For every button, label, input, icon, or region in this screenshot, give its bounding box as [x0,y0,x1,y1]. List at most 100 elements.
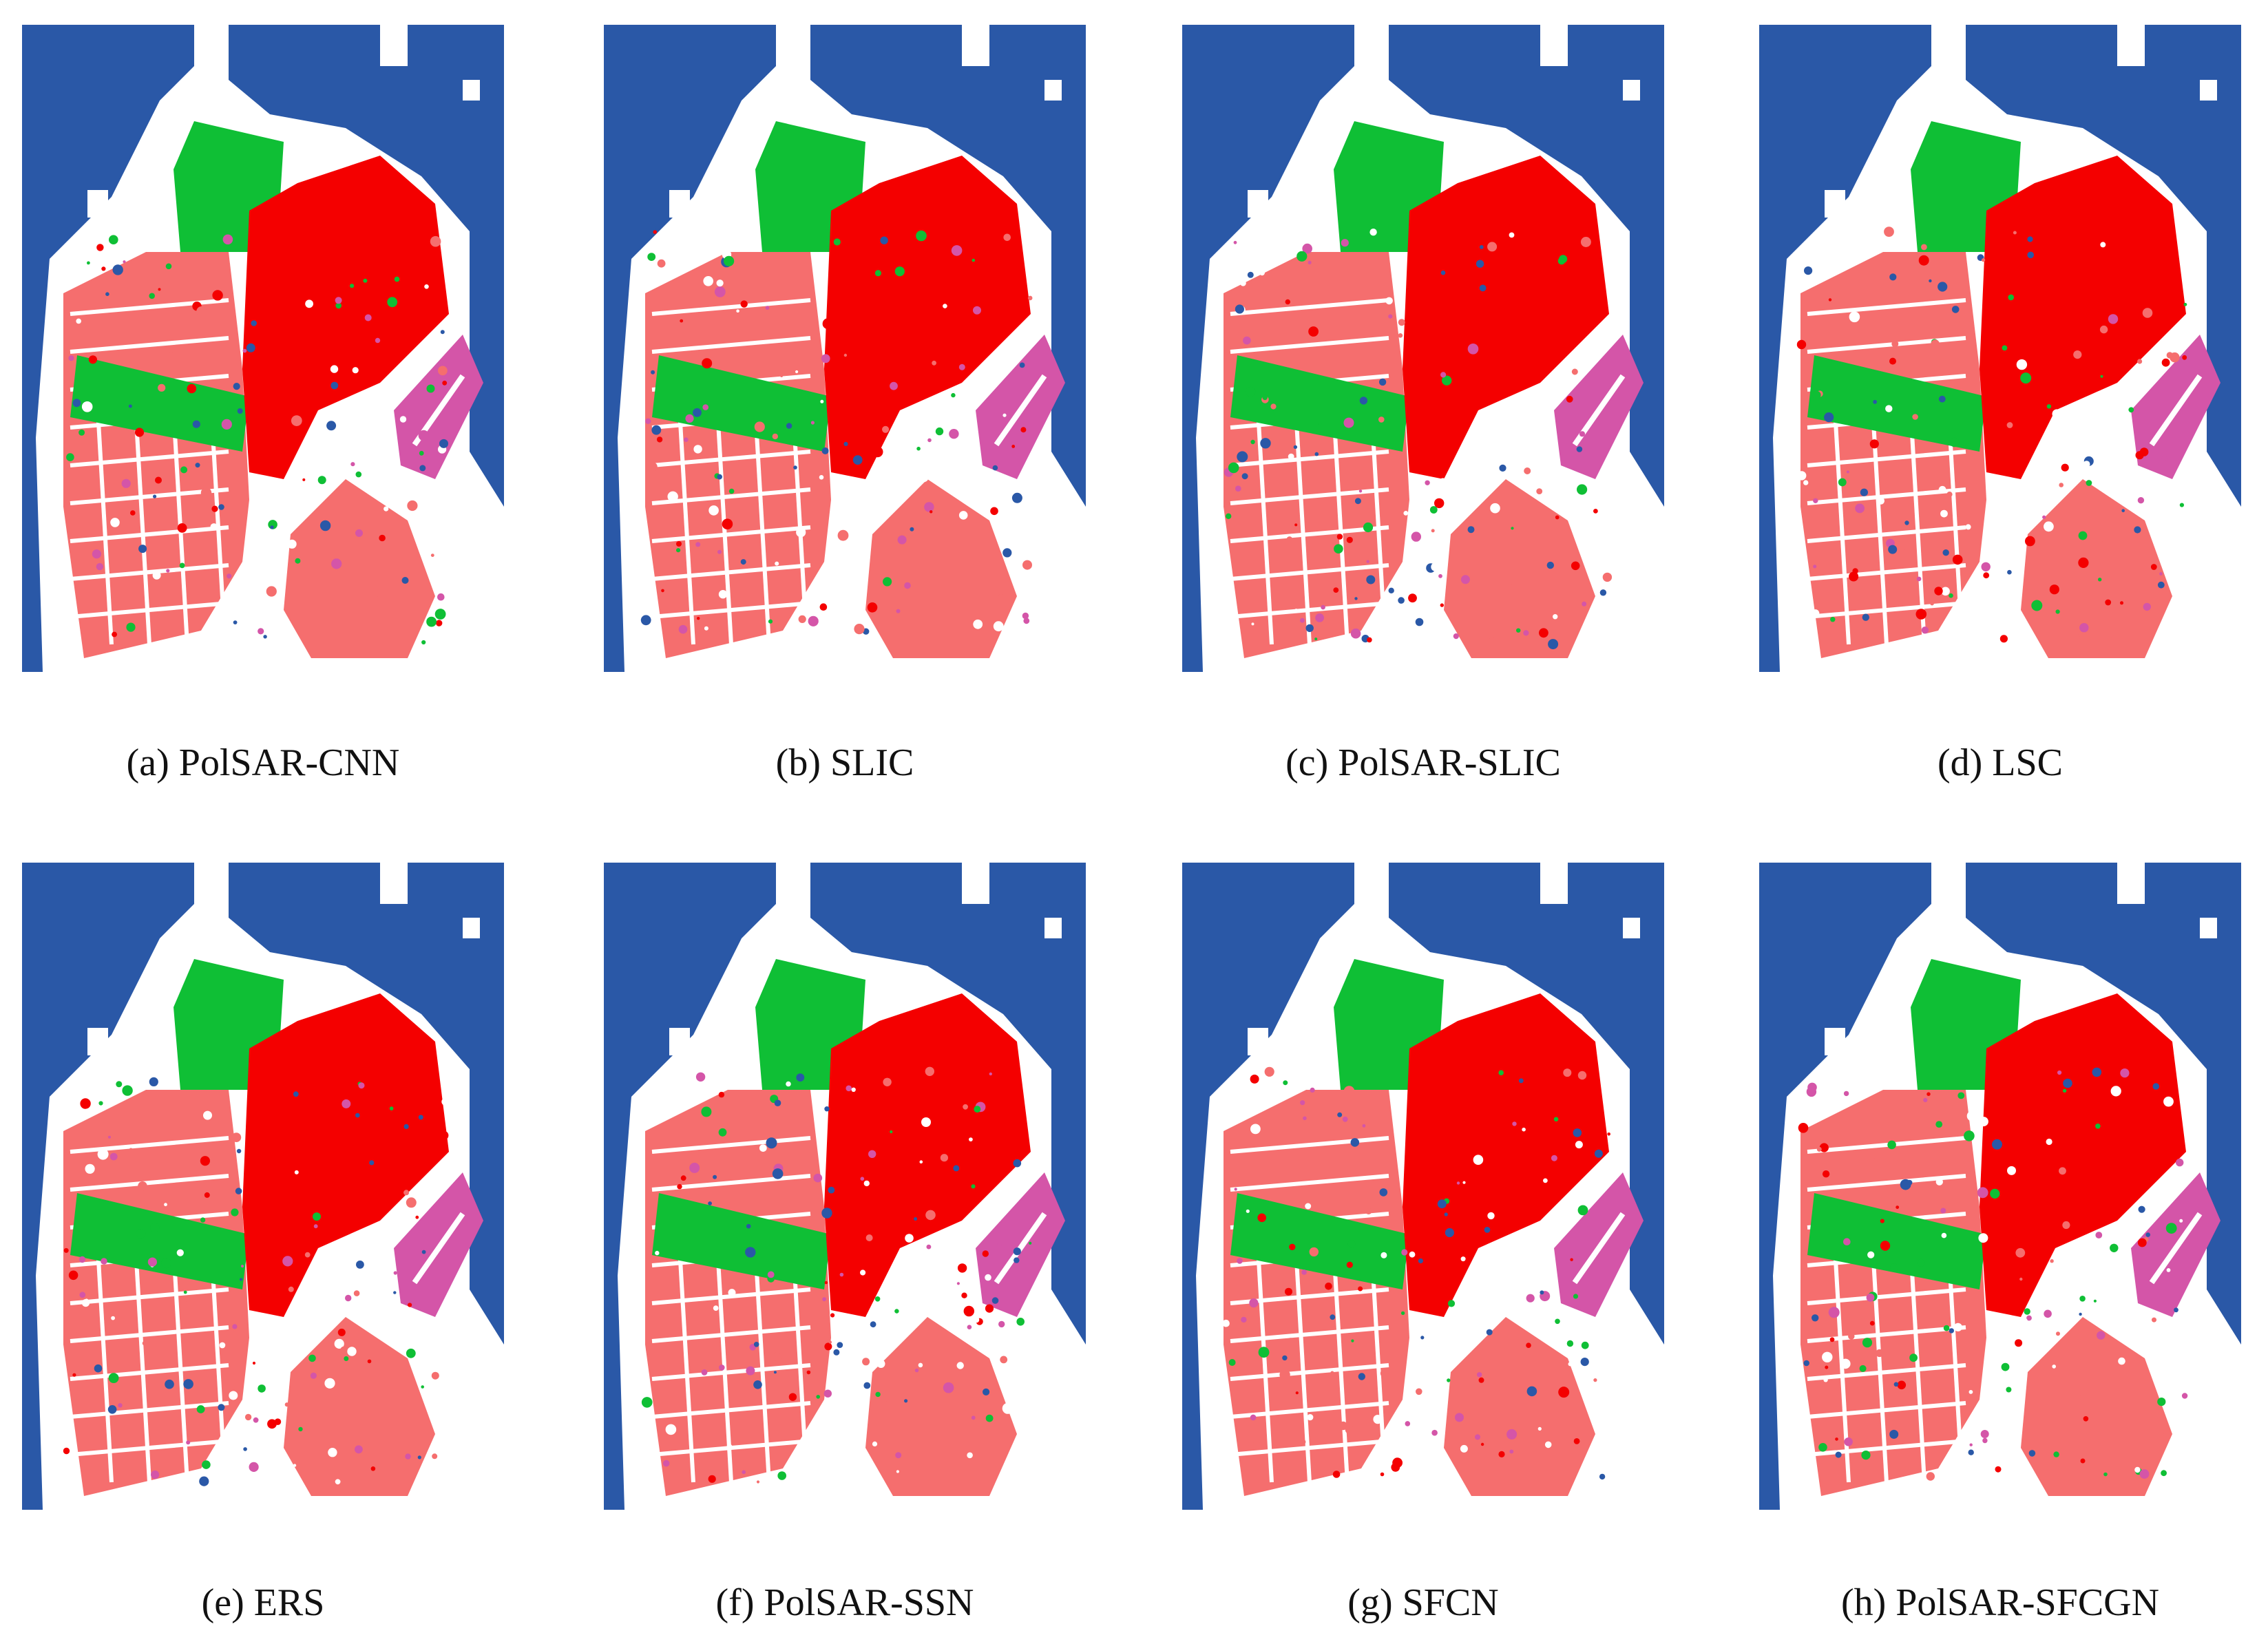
speckle [883,331,893,342]
speckle [718,1128,727,1137]
speckle [883,577,892,587]
speckle [1022,560,1032,570]
speckle [765,306,770,310]
speckle [293,1091,299,1097]
speckle [774,1099,781,1106]
speckle [910,527,914,531]
speckle [1347,1240,1356,1248]
street [1807,1174,1966,1192]
speckle [1475,1434,1480,1440]
low-density-urban [865,479,1017,658]
speckle [1498,1070,1504,1075]
speckle [2179,1219,2183,1223]
speckle [719,1365,725,1371]
speckle [2139,1469,2150,1479]
street [651,1401,811,1419]
street [1909,1247,1926,1483]
speckle [2163,1433,2169,1438]
speckle [941,1243,947,1250]
low-density-urban [1800,252,1986,658]
speckle [822,318,834,330]
speckle [2079,1389,2086,1396]
speckle [1027,295,1033,301]
speckle [1490,503,1500,514]
speckle [202,1460,211,1469]
speckle [1398,319,1405,326]
speckle [819,475,824,480]
island [463,80,480,101]
speckle [1418,1258,1423,1264]
speckle [1524,467,1531,474]
island [1540,25,1568,66]
speckle [2062,1088,2067,1093]
speckle [232,1324,238,1329]
speckle [914,1217,918,1221]
speckle [2002,345,2008,351]
street [1230,487,1389,505]
speckle [819,603,828,611]
speckle [308,1354,316,1362]
speckle [657,259,666,268]
speckle [1957,1092,1965,1099]
speckle [1325,1283,1332,1290]
speckle [1523,630,1529,636]
speckle [1431,529,1435,533]
island [669,190,690,218]
speckle [875,1391,881,1398]
speckle [118,1403,123,1408]
speckle [2052,1365,2056,1369]
speckle [1546,561,1554,569]
speckle [1987,434,1991,439]
speckle [1013,1159,1022,1168]
speckle [739,1077,749,1087]
speckle [860,1177,865,1181]
speckle [1403,511,1409,516]
speckle [2105,599,2112,606]
speckle [196,1405,205,1413]
speckle [393,1271,397,1275]
speckle [837,1342,843,1348]
street [2149,374,2203,447]
speckle [153,494,157,498]
speckle [177,523,187,533]
speckle [408,1303,412,1307]
speckle [820,399,824,403]
speckle [1579,431,1586,437]
speckle [1926,1472,1935,1481]
speckle [708,505,719,516]
speckle [1915,609,1927,620]
speckle [1438,400,1442,404]
island [1540,863,1568,904]
speckle [158,288,161,291]
speckle [258,1384,266,1393]
speckle [1952,554,1963,565]
speckle [919,1160,923,1163]
street [70,1363,229,1381]
street [1807,1136,1966,1154]
speckle [183,1290,187,1294]
speckle [1411,531,1421,542]
street [753,410,771,645]
island [1248,190,1268,218]
speckle [436,620,443,626]
street [651,1136,811,1154]
speckle [985,1414,994,1422]
speckle [112,631,118,638]
speckle [883,1077,892,1086]
speckle [2143,602,2151,611]
speckle [2057,1070,2062,1075]
speckle [342,1099,351,1108]
speckle [2095,1124,2101,1129]
speckle [1951,306,1960,313]
speckle [1478,1377,1484,1383]
speckle [676,541,682,547]
street [678,410,695,645]
street [2149,1212,2203,1285]
speckle [1568,1362,1573,1367]
speckle [108,1135,111,1139]
speckle [1855,503,1865,514]
classification-map [1759,863,2241,1510]
speckle [266,586,277,597]
island [2200,918,2217,938]
speckle [1445,1228,1454,1238]
